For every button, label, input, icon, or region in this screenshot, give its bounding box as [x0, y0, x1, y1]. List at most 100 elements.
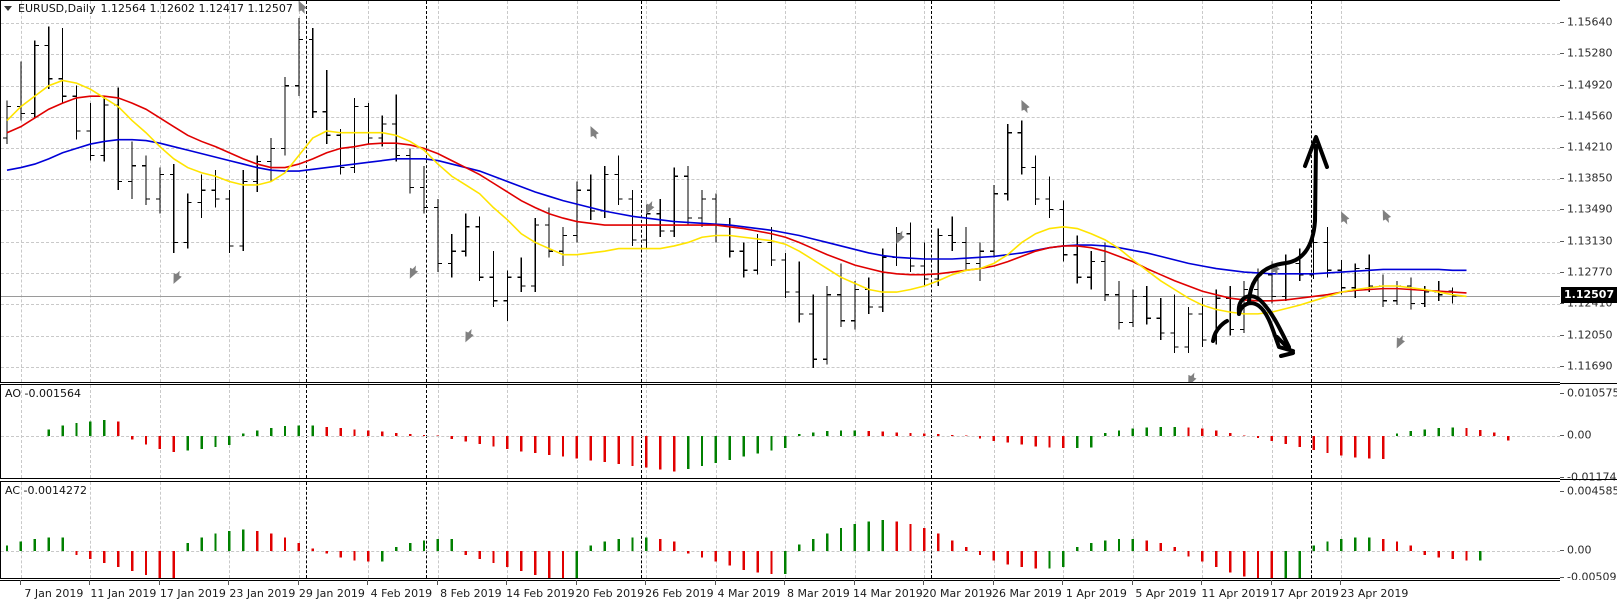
ao-indicator-label: AO -0.001564 — [5, 387, 81, 400]
zero-line — [1, 436, 1560, 437]
time-tick — [89, 580, 91, 585]
time-tick-label: 11 Jan 2019 — [90, 587, 157, 600]
ao-pane[interactable] — [0, 384, 1560, 479]
grid-line — [437, 385, 439, 478]
price-tick — [1560, 240, 1564, 242]
time-tick — [645, 580, 647, 585]
period-separator — [306, 482, 307, 578]
time-tick-label: 14 Feb 2019 — [506, 587, 575, 600]
time-tick-label: 8 Mar 2019 — [787, 587, 850, 600]
grid-line — [1, 23, 1560, 24]
time-axis[interactable]: 7 Jan 2019 11 Jan 2019 17 Jan 2019 23 Jan 2… — [0, 580, 1617, 613]
grid-line — [785, 482, 787, 578]
grid-line — [368, 482, 370, 578]
time-tick — [19, 580, 21, 585]
grid-line — [229, 482, 231, 578]
plot-ao-bars — [47, 420, 1510, 472]
zero-line — [1, 551, 1560, 552]
period-separator — [931, 482, 932, 578]
time-tick — [575, 580, 577, 585]
period-separator — [426, 385, 427, 478]
time-tick-label: 20 Mar 2019 — [922, 587, 993, 600]
ac-plot-area[interactable] — [1, 482, 1560, 578]
grid-line — [1271, 482, 1273, 578]
grid-line — [576, 385, 578, 478]
period-separator — [1311, 1, 1312, 382]
grid-line — [1, 147, 1560, 149]
grid-line — [507, 482, 509, 578]
grid-line — [1063, 385, 1065, 478]
grid-line — [20, 385, 22, 478]
time-tick-label: 26 Mar 2019 — [992, 587, 1062, 600]
price-tick-label: 1.15640 — [1567, 15, 1613, 29]
grid-line — [924, 385, 926, 478]
grid-line — [1, 210, 1560, 212]
grid-line — [785, 385, 787, 478]
period-separator — [306, 385, 307, 478]
grid-line — [1, 117, 1560, 119]
time-tick — [1131, 580, 1133, 585]
grid-line — [1202, 482, 1204, 578]
period-separator — [1311, 385, 1312, 478]
grid-line — [993, 385, 995, 478]
price-tick-label: 1.14210 — [1567, 140, 1613, 154]
time-tick — [923, 580, 925, 585]
time-tick-label: 29 Jan 2019 — [298, 587, 365, 600]
grid-line — [90, 482, 92, 578]
ac-pane[interactable] — [0, 481, 1560, 579]
symbol-period-label: EURUSD,Daily — [18, 2, 96, 15]
grid-line — [1271, 1, 1273, 382]
grid-line — [1341, 482, 1343, 578]
grid-line — [1341, 385, 1343, 478]
grid-line — [1, 85, 1560, 87]
last-price-line — [1, 295, 1560, 297]
grid-line — [646, 482, 648, 578]
grid-line — [1063, 1, 1065, 382]
grid-line — [1, 304, 1560, 306]
grid-line — [646, 385, 648, 478]
grid-line — [1132, 482, 1134, 578]
price-scale[interactable]: 1.15640 1.15280 1.14920 1.14560 1.14210 1.138… — [1560, 0, 1617, 383]
time-tick-label: 4 Mar 2019 — [717, 587, 781, 600]
time-tick — [158, 580, 160, 585]
ao-plot-area[interactable] — [1, 385, 1560, 478]
grid-line — [1, 241, 1560, 243]
price-pane[interactable] — [0, 0, 1560, 383]
ao-scale[interactable]: 0.010575 0.00 -0.011746 — [1560, 384, 1617, 484]
price-tick-label: 1.12050 — [1567, 328, 1613, 342]
ohlc-values: 1.12564 1.12602 1.12417 1.12507 — [100, 2, 293, 15]
price-tick — [1560, 146, 1564, 148]
grid-line — [368, 1, 370, 382]
grid-line — [20, 482, 22, 578]
period-separator — [931, 1, 932, 382]
price-tick-label: 1.12770 — [1567, 265, 1613, 279]
time-tick-label: 23 Jan 2019 — [229, 587, 296, 600]
time-tick-label: 17 Apr 2019 — [1270, 587, 1339, 600]
grid-line — [298, 1, 300, 382]
grid-line — [854, 1, 856, 382]
price-tick — [1560, 53, 1564, 55]
grid-line — [1271, 385, 1273, 478]
grid-line — [785, 1, 787, 382]
time-tick-label: 8 Feb 2019 — [440, 587, 502, 600]
plot-ac-bars — [5, 520, 1482, 578]
price-tick — [1560, 116, 1564, 118]
time-tick — [714, 580, 716, 585]
price-plot-area[interactable] — [1, 1, 1560, 382]
ac-tick — [1560, 577, 1564, 578]
price-tick — [1560, 334, 1564, 336]
price-tick — [1560, 366, 1564, 367]
grid-line — [298, 482, 300, 578]
price-tick-label: 1.11690 — [1567, 359, 1613, 373]
period-separator — [641, 482, 642, 578]
time-tick — [1062, 580, 1064, 585]
period-separator — [641, 1, 642, 382]
ao-tick-label: -0.011746 — [1567, 470, 1617, 484]
period-separator — [426, 1, 427, 382]
ao-tick — [1560, 435, 1564, 436]
grid-line — [1132, 1, 1134, 382]
ao-tick — [1560, 393, 1564, 394]
caret-down-icon[interactable] — [4, 6, 12, 11]
price-tick-label: 1.15280 — [1567, 46, 1613, 60]
